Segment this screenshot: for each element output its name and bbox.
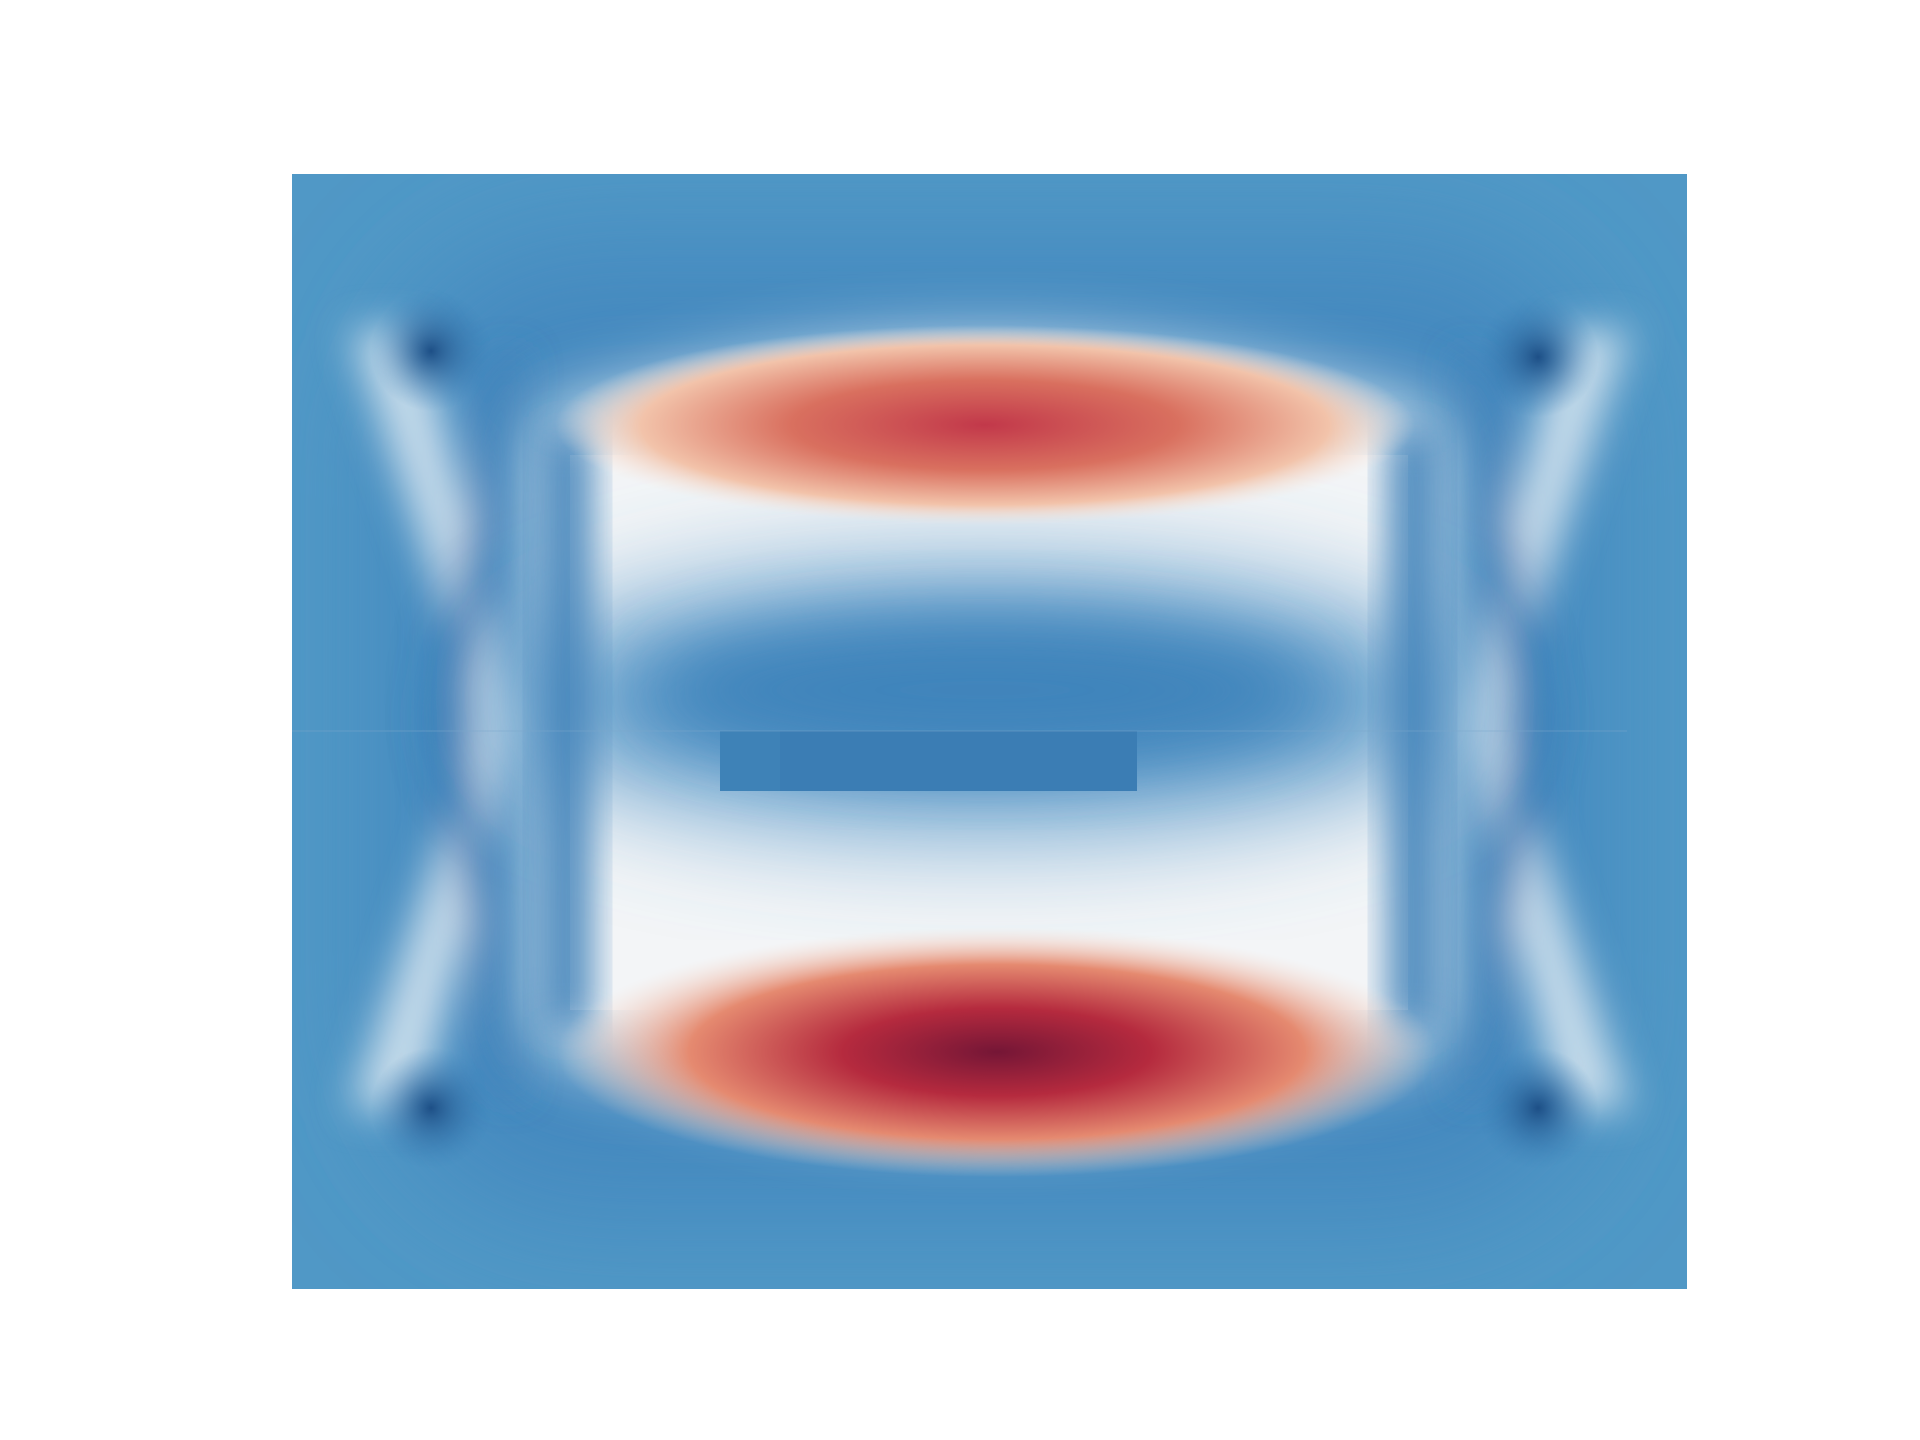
- blue-lane: [545, 430, 590, 1030]
- dark-spot: [371, 291, 491, 411]
- field: [292, 174, 1687, 1289]
- blue-lane: [1390, 430, 1435, 1030]
- dark-spot: [1478, 297, 1598, 417]
- red-lobe-top: [555, 325, 1415, 525]
- slot: [780, 731, 1137, 791]
- slot-end: [720, 731, 780, 791]
- side-patterns: [350, 330, 1630, 1110]
- dark-spot: [1478, 1048, 1598, 1168]
- blue-core: [655, 620, 1315, 760]
- red-lobe-bottom: [557, 927, 1437, 1177]
- dark-spot: [371, 1048, 491, 1168]
